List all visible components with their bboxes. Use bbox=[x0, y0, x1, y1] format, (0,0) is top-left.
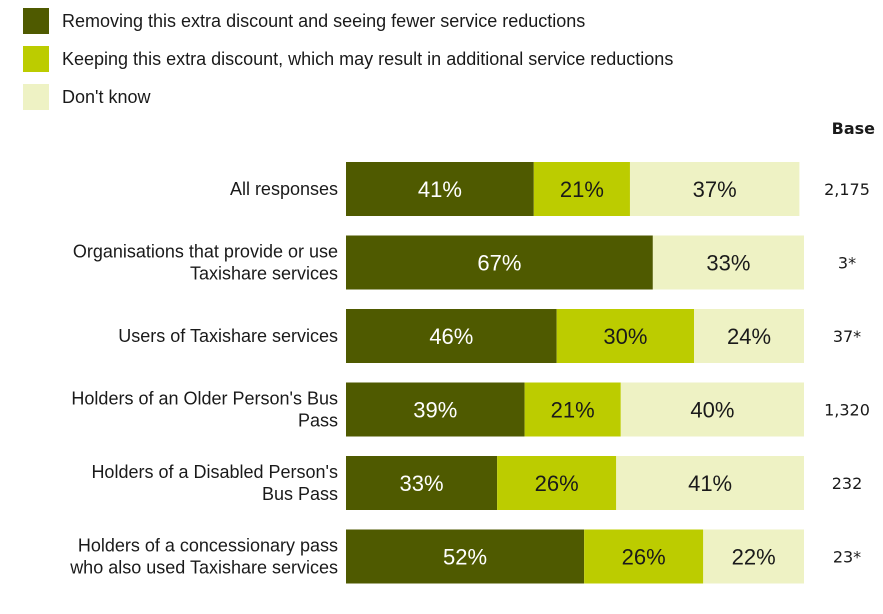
bar-segment bbox=[346, 162, 534, 216]
data-label: 24% bbox=[727, 324, 771, 349]
category-label-line: Holders of a Disabled Person's bbox=[91, 462, 338, 482]
legend-label: Keeping this extra discount, which may r… bbox=[62, 49, 673, 69]
data-label: 21% bbox=[551, 398, 595, 423]
category-label-line: Pass bbox=[298, 411, 338, 431]
data-label: 26% bbox=[535, 471, 579, 496]
bar-segment bbox=[346, 382, 525, 437]
base-value: 23* bbox=[833, 548, 861, 567]
base-value: 37* bbox=[833, 327, 861, 346]
bars: 41% 21% 37% 67% 33% 46% 30% 24% 39% 21% 40% 33% 26% 4… bbox=[346, 162, 804, 584]
category-label-line: Organisations that provide or use bbox=[73, 242, 338, 262]
bar-segment bbox=[584, 529, 704, 584]
bar-segment bbox=[533, 162, 630, 216]
bar-segment bbox=[652, 235, 804, 290]
bar-segment bbox=[556, 309, 695, 363]
data-label: 22% bbox=[732, 545, 776, 570]
category-label: Holders of an Older Person's Bus Pass bbox=[71, 389, 338, 431]
legend-swatch bbox=[23, 8, 49, 34]
bar-segment bbox=[620, 382, 804, 437]
data-label: 67% bbox=[477, 251, 521, 276]
bar-segment bbox=[694, 309, 804, 363]
legend-swatch bbox=[23, 84, 49, 110]
data-label: 41% bbox=[418, 177, 462, 202]
category-label-line: who also used Taxishare services bbox=[69, 558, 338, 578]
bar-segment bbox=[346, 235, 653, 290]
bar-segment bbox=[346, 456, 498, 510]
legend-label: Don't know bbox=[62, 87, 151, 107]
data-label: 30% bbox=[603, 324, 647, 349]
base-value: 232 bbox=[832, 474, 863, 493]
data-label: 39% bbox=[413, 398, 457, 423]
bar-segment bbox=[497, 456, 617, 510]
data-label: 52% bbox=[443, 545, 487, 570]
bar-segment bbox=[524, 382, 621, 437]
data-label: 40% bbox=[690, 398, 734, 423]
data-label: 33% bbox=[706, 251, 750, 276]
category-label: Users of Taxishare services bbox=[118, 326, 338, 346]
category-labels: All responses Organisations that provide … bbox=[69, 179, 338, 578]
bar-segment bbox=[616, 456, 804, 510]
base-value: 2,175 bbox=[824, 180, 870, 199]
category-label-line: Bus Pass bbox=[262, 484, 338, 504]
data-label: 37% bbox=[693, 177, 737, 202]
base-header: Base bbox=[832, 119, 876, 138]
category-label: Holders of a Disabled Person's Bus Pass bbox=[91, 462, 338, 504]
bar-segment bbox=[346, 309, 557, 363]
data-label: 33% bbox=[400, 471, 444, 496]
data-label: 26% bbox=[622, 545, 666, 570]
legend-label: Removing this extra discount and seeing … bbox=[62, 11, 585, 31]
category-label: Holders of a concessionary pass who also … bbox=[69, 536, 338, 578]
category-label-line: All responses bbox=[230, 179, 338, 199]
category-label: Organisations that provide or use Taxisha… bbox=[73, 242, 338, 284]
base-values: 2,175 3* 37* 1,320 232 23* bbox=[824, 180, 870, 567]
bar-segment bbox=[703, 529, 804, 584]
legend: Removing this extra discount and seeing … bbox=[23, 8, 673, 110]
category-label-line: Holders of a concessionary pass bbox=[78, 536, 338, 556]
base-value: 3* bbox=[838, 254, 856, 273]
data-label: 41% bbox=[688, 471, 732, 496]
category-label-line: Users of Taxishare services bbox=[118, 326, 338, 346]
data-label: 21% bbox=[560, 177, 604, 202]
legend-swatch bbox=[23, 46, 49, 72]
base-value: 1,320 bbox=[824, 401, 870, 420]
data-label: 46% bbox=[429, 324, 473, 349]
category-label-line: Taxishare services bbox=[190, 264, 338, 284]
bar-segment bbox=[346, 529, 585, 584]
bar-segment bbox=[629, 162, 800, 216]
category-label: All responses bbox=[230, 179, 338, 199]
category-label-line: Holders of an Older Person's Bus bbox=[71, 389, 338, 409]
